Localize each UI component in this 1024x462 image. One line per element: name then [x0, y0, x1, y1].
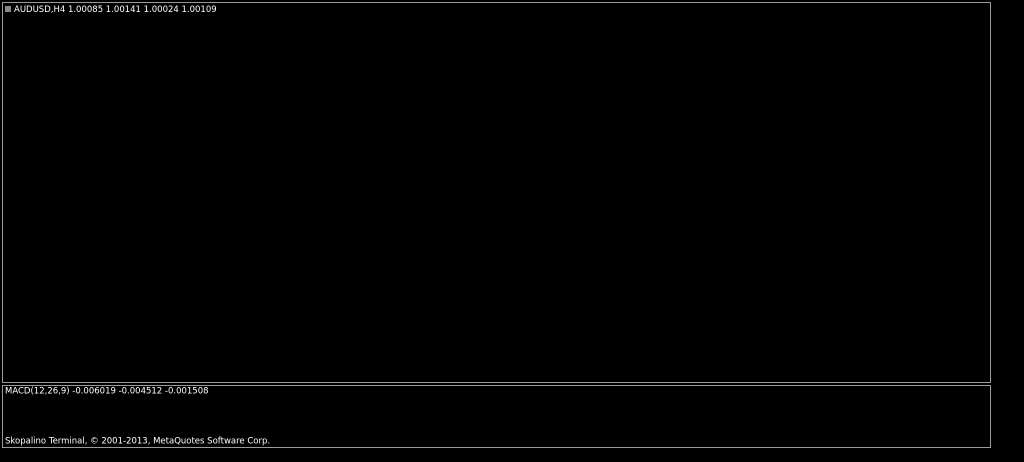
text-layer: AUDUSD,H4 1.00085 1.00141 1.00024 1.0010…	[5, 5, 270, 447]
copyright: Skopalino Terminal, © 2001-2013, MetaQuo…	[5, 437, 270, 447]
chart-title: AUDUSD,H4 1.00085 1.00141 1.00024 1.0010…	[14, 5, 217, 15]
macd-title: MACD(12,26,9) -0.006019 -0.004512 -0.001…	[5, 387, 209, 397]
main-frame	[2, 2, 991, 383]
symbol-icon	[5, 6, 11, 12]
macd-frame	[2, 385, 991, 448]
